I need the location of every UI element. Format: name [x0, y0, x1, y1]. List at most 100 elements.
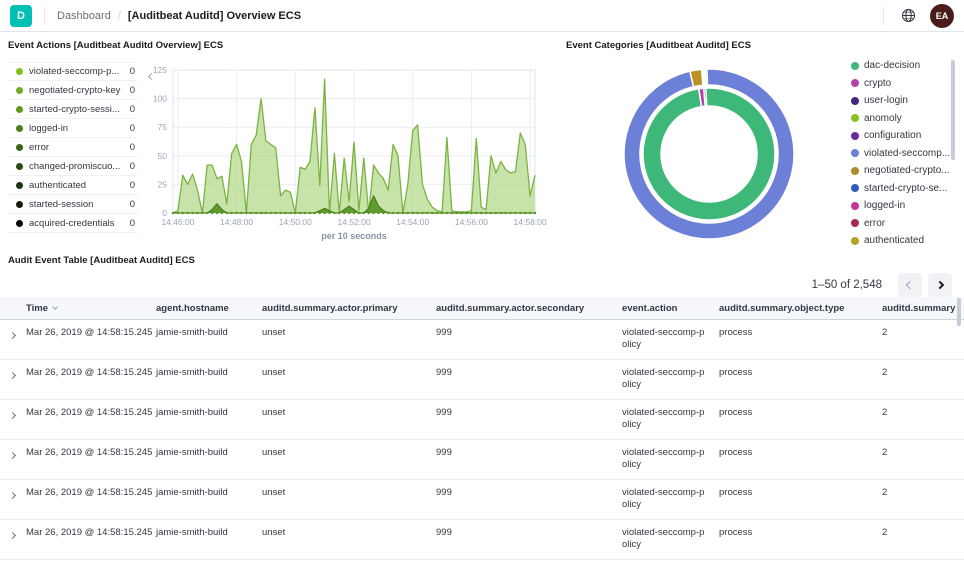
legend-item[interactable]: logged-in — [851, 197, 951, 215]
cell-summary: 2 — [882, 407, 888, 418]
legend-item[interactable]: authenticated — [851, 232, 951, 250]
legend-color-dot — [851, 149, 859, 158]
column-header-object-type[interactable]: auditd.summary.object.type — [719, 303, 882, 314]
cell-event-action: violated-seccomp-p olicy — [622, 367, 705, 390]
column-header-label: auditd.summary.actor.secondary — [436, 302, 585, 314]
legend-item-value: 0 — [129, 66, 135, 77]
legend-item[interactable]: user-login — [851, 92, 951, 110]
legend-color-dot — [16, 105, 23, 113]
column-header-summary[interactable]: auditd.summary — [882, 303, 964, 314]
svg-text:per 10 seconds: per 10 seconds — [321, 231, 387, 241]
legend-color-dot — [851, 236, 859, 245]
cell-object-type: process — [719, 367, 753, 378]
legend-color-dot — [16, 68, 23, 75]
avatar[interactable]: EA — [930, 3, 954, 28]
legend-color-dot — [16, 124, 23, 132]
legend-item-label: authenticated — [864, 235, 925, 247]
column-header-label: agent.hostname — [156, 302, 229, 314]
legend-item[interactable]: negotiated-crypto... — [851, 162, 951, 180]
legend-item-label: logged-in — [864, 200, 906, 212]
legend-item-value: 0 — [129, 198, 135, 210]
expand-row-button[interactable] — [0, 400, 26, 439]
expand-row-button[interactable] — [0, 520, 26, 559]
expand-row-button[interactable] — [0, 360, 26, 399]
legend-item-label: acquired-credentials — [29, 217, 115, 229]
legend-item-value: 0 — [129, 179, 135, 191]
cell-summary: 2 — [882, 487, 888, 498]
breadcrumb-dashboard[interactable]: Dashboard — [57, 9, 111, 22]
legend-item-label: error — [864, 217, 886, 229]
legend-item[interactable]: anomoly — [851, 110, 951, 128]
column-header-actor-secondary[interactable]: auditd.summary.actor.secondary — [436, 303, 622, 314]
expand-row-button[interactable] — [0, 320, 26, 359]
legend-color-dot — [851, 79, 859, 88]
donut-slice-violated-seccomp-policy[interactable] — [623, 68, 795, 240]
cell-event-action: violated-seccomp-p olicy — [622, 527, 705, 550]
legend-item[interactable]: error — [851, 215, 951, 233]
legend-item-label: started-crypto-se... — [864, 182, 948, 194]
header-actions: EA — [871, 3, 954, 28]
legend-item[interactable]: violated-seccomp... — [851, 145, 951, 163]
legend-item-value: 0 — [129, 160, 135, 172]
chevron-right-icon — [8, 451, 17, 460]
cell-actor-primary: unset — [262, 527, 286, 538]
legend-item[interactable]: logged-in 0 — [8, 119, 138, 138]
legend-item[interactable]: acquired-credentials 0 — [8, 214, 138, 233]
legend-item[interactable]: dac-decision — [851, 57, 951, 75]
chevron-right-icon — [8, 531, 17, 540]
svg-text:14:56:00: 14:56:00 — [455, 217, 488, 227]
cell-event-action: violated-seccomp-p olicy — [622, 327, 705, 350]
cell-agent-hostname: jamie-smith-build — [156, 327, 228, 338]
page-title: [Auditbeat Auditd] Overview ECS — [127, 9, 302, 22]
legend-item[interactable]: started-crypto-sessi... 0 — [8, 100, 138, 119]
globe-icon[interactable] — [896, 4, 920, 28]
column-header-actor-primary[interactable]: auditd.summary.actor.primary — [262, 303, 436, 314]
legend-item[interactable]: configuration — [851, 127, 951, 145]
legend-color-dot — [16, 181, 23, 189]
column-header-label: auditd.summary.actor.primary — [262, 302, 398, 314]
legend-item[interactable]: started-session 0 — [8, 195, 138, 214]
legend-item-value: 0 — [129, 84, 135, 96]
legend-item[interactable]: started-crypto-se... — [851, 180, 951, 198]
legend-item[interactable]: violated-seccomp-p... 0 — [8, 62, 138, 81]
legend-item[interactable]: authenticated 0 — [8, 176, 138, 195]
pagination-prev-button[interactable] — [898, 273, 922, 297]
pagination-next-button[interactable] — [928, 273, 952, 297]
table-row: Mar 26, 2019 @ 14:58:15.245 jamie-smith-b… — [0, 480, 964, 520]
chevron-left-icon — [905, 280, 915, 290]
audit-table-panel-title: Audit Event Table [Auditbeat Auditd] ECS — [8, 255, 195, 266]
table-scrollbar[interactable] — [957, 298, 961, 326]
legend-color-dot — [16, 219, 23, 227]
column-header-time[interactable]: Time — [26, 303, 156, 314]
cell-object-type: process — [719, 327, 753, 338]
legend-item[interactable]: changed-promiscuo... 0 — [8, 157, 138, 176]
event-actions-area-chart: 0 25 50 75 100 125 14:46:00 14:48:00 14:50:00 14:… — [153, 65, 547, 241]
legend-item[interactable]: crypto — [851, 75, 951, 93]
legend-item-label: crypto — [864, 77, 892, 89]
column-header-agent-hostname[interactable]: agent.hostname — [156, 303, 262, 314]
donut-slice-dac-decision[interactable] — [642, 87, 776, 221]
legend-item[interactable]: error 0 — [8, 138, 138, 157]
app-logo[interactable]: D — [10, 4, 32, 27]
cell-event-action: violated-seccomp-p olicy — [622, 447, 705, 470]
expand-row-button[interactable] — [0, 480, 26, 519]
cell-summary: 2 — [882, 327, 888, 338]
cell-agent-hostname: jamie-smith-build — [156, 407, 228, 418]
legend-item-label: authenticated — [29, 179, 87, 191]
cell-summary: 2 — [882, 447, 888, 458]
cell-agent-hostname: jamie-smith-build — [156, 447, 228, 458]
cell-actor-primary: unset — [262, 367, 286, 378]
svg-text:14:46:00: 14:46:00 — [161, 217, 194, 227]
column-header-event-action[interactable]: event.action — [622, 303, 719, 314]
svg-text:14:48:00: 14:48:00 — [220, 217, 253, 227]
cell-time: Mar 26, 2019 @ 14:58:15.245 — [26, 447, 153, 458]
expand-row-button[interactable] — [0, 440, 26, 479]
event-categories-donut-chart — [623, 68, 795, 240]
cell-time: Mar 26, 2019 @ 14:58:15.245 — [26, 327, 153, 338]
legend-scrollbar[interactable] — [951, 60, 955, 160]
chevron-right-icon — [8, 331, 17, 340]
svg-text:0: 0 — [162, 208, 167, 218]
legend-item[interactable]: negotiated-crypto-key 0 — [8, 81, 138, 100]
top-bar: D Dashboard / [Auditbeat Auditd] Overvie… — [0, 0, 964, 32]
